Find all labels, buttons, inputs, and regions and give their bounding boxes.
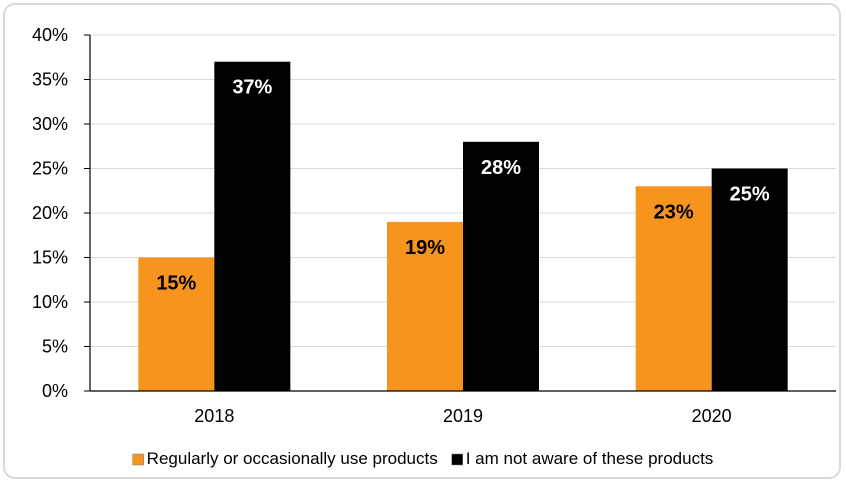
x-tick-label: 2020 (692, 406, 732, 426)
data-label: 23% (654, 201, 694, 223)
legend-label: I am not aware of these products (466, 449, 714, 468)
y-tick-label: 15% (32, 248, 68, 268)
legend-swatch (451, 453, 463, 466)
legend-swatch (132, 453, 144, 466)
x-tick-label: 2018 (194, 406, 234, 426)
y-tick-label: 5% (42, 337, 68, 357)
data-label: 19% (405, 237, 445, 259)
y-tick-label: 40% (32, 25, 68, 45)
bar (138, 257, 215, 391)
bar (463, 141, 539, 391)
data-label: 28% (481, 157, 521, 179)
legend-label: Regularly or occasionally use products (147, 449, 438, 468)
bars (138, 61, 788, 391)
bar (214, 61, 291, 391)
legend: Regularly or occasionally use products I … (132, 449, 714, 468)
x-axis-ticks: 2018 2019 2020 (194, 406, 731, 426)
y-tick-label: 10% (32, 292, 68, 312)
bar (635, 186, 712, 391)
y-tick-label: 25% (32, 159, 68, 179)
data-label: 25% (730, 184, 770, 206)
bar (711, 168, 788, 391)
y-tick-label: 20% (32, 203, 68, 223)
y-tick-label: 30% (32, 114, 68, 134)
y-tick-label: 0% (42, 381, 68, 401)
y-axis-ticks: 0% 5% 10% 15% 20% 25% 30% 35% 40% (32, 25, 68, 401)
x-tick-label: 2019 (443, 406, 483, 426)
y-tick-label: 35% (32, 70, 68, 90)
data-labels: 15% 37% 19% 28% 23% 25% (156, 77, 770, 295)
axes (84, 34, 836, 392)
data-label: 15% (156, 273, 196, 295)
bar (387, 221, 463, 391)
data-label: 37% (232, 77, 272, 99)
